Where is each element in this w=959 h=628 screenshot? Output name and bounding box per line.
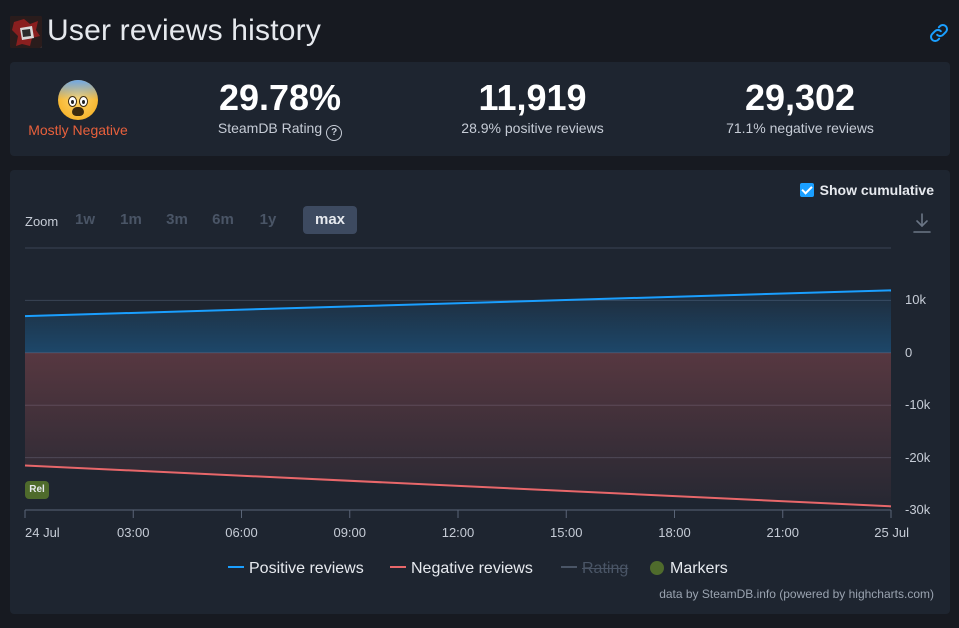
reviews-chart-card: Show cumulative Zoom 1w 1m 3m 6m 1y max (10, 170, 950, 614)
x-tick-label: 15:00 (549, 525, 583, 540)
x-tick-label: 03:00 (116, 525, 150, 540)
legend-markers-label: Markers (670, 560, 728, 577)
positive-legend-swatch (228, 566, 244, 568)
negative-reviews-line (24, 464, 892, 508)
rating-stat: 29.78% SteamDB Rating? (165, 62, 395, 156)
x-tick-label: 09:00 (333, 525, 367, 540)
positive-reviews-line (24, 289, 892, 318)
y-tick-label: -30k (905, 502, 931, 517)
zoom-1m-button[interactable]: 1m (120, 211, 142, 228)
page-title: User reviews history (47, 14, 322, 47)
legend-markers[interactable]: Markers (650, 560, 728, 578)
zoom-3m-button[interactable]: 3m (166, 211, 188, 228)
rating-label-row: SteamDB Rating? (165, 120, 395, 141)
negative-label: 71.1% negative reviews (726, 120, 874, 136)
chart-legend: Positive reviews Negative reviews Rating… (10, 560, 950, 582)
positive-reviews-area (25, 290, 891, 353)
zoom-label: Zoom (25, 214, 59, 229)
legend-positive-label: Positive reviews (249, 560, 364, 577)
x-tick-label: 12:00 (441, 525, 475, 540)
x-axis-ticks (24, 510, 892, 518)
legend-negative-label: Negative reviews (411, 560, 533, 577)
y-tick-label: 0 (905, 344, 913, 360)
positive-count: 11,919 (478, 77, 587, 118)
x-tick-label: 06:00 (225, 525, 258, 540)
rating-label: SteamDB Rating (217, 120, 323, 136)
help-icon[interactable]: ? (326, 125, 343, 141)
rating-legend-swatch (561, 566, 577, 568)
negative-reviews-area (25, 352, 891, 507)
x-tick-label: 21:00 (766, 525, 800, 540)
cumulative-checkbox[interactable] (799, 183, 814, 197)
zoom-max-button[interactable]: max (303, 206, 357, 234)
release-marker[interactable]: Rel (25, 481, 49, 499)
negative-stat: 29,302 71.1% negative reviews (690, 62, 910, 156)
y-tick-label: 10k (905, 292, 926, 308)
chart-credits[interactable]: data by SteamDB.info (powered by highcha… (659, 587, 934, 601)
show-cumulative-label: Show cumulative (819, 182, 934, 198)
zoom-1y-button[interactable]: 1y (259, 211, 277, 228)
x-tick-label: 18:00 (658, 525, 691, 540)
positive-stat: 11,919 28.9% positive reviews (425, 62, 640, 156)
y-tick-label: -20k (905, 449, 931, 465)
legend-rating-label: Rating (582, 560, 629, 577)
zoom-6m-button[interactable]: 6m (212, 211, 234, 228)
legend-negative-reviews[interactable]: Negative reviews (390, 560, 533, 578)
negative-count: 29,302 (744, 77, 856, 118)
legend-rating[interactable]: Rating (561, 560, 628, 578)
x-tick-label: 25 Jul (874, 525, 909, 540)
review-summary: Mostly Negative 29.78% SteamDB Rating? 1… (10, 62, 950, 156)
sentiment-label: Mostly Negative (28, 122, 128, 138)
sentiment-stat: Mostly Negative (10, 62, 146, 156)
download-icon[interactable] (912, 212, 932, 234)
negative-legend-swatch (390, 566, 406, 568)
game-capsule-icon (10, 16, 42, 48)
markers-legend-swatch (650, 561, 664, 575)
fearful-face-emoji-icon (58, 80, 98, 120)
page-header: User reviews history (10, 12, 950, 56)
link-icon[interactable] (928, 22, 950, 44)
y-tick-label: -10k (905, 397, 931, 413)
reviews-chart (24, 247, 892, 518)
positive-label: 28.9% positive reviews (461, 120, 604, 136)
zoom-1w-button[interactable]: 1w (74, 211, 95, 228)
x-tick-label: 24 Jul (25, 525, 60, 540)
legend-positive-reviews[interactable]: Positive reviews (228, 560, 364, 578)
show-cumulative-toggle[interactable]: Show cumulative (799, 182, 934, 198)
rating-value: 29.78% (218, 77, 342, 118)
